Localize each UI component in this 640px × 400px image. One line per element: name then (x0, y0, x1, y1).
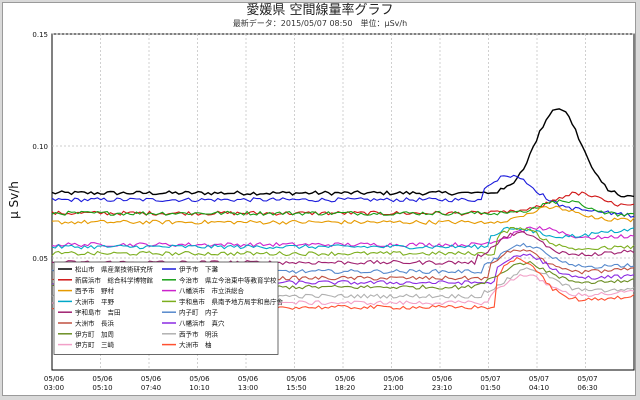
x-tick-label-time: 21:00 (383, 384, 403, 392)
x-tick-label-time: 01:50 (480, 384, 500, 392)
x-tick-label-date: 05/06 (383, 375, 404, 383)
series-line (51, 226, 635, 250)
x-tick-label-time: 07:40 (141, 384, 161, 392)
x-tick-label-date: 05/06 (286, 375, 307, 383)
x-tick-label-date: 05/06 (238, 375, 259, 383)
x-tick-label-date: 05/07 (480, 375, 500, 383)
series-line (51, 108, 635, 198)
legend-entry: 伊方町 加周 (75, 329, 114, 338)
series-line (51, 191, 635, 216)
legend-entry: 大洲市 平野 (75, 297, 115, 306)
legend-entry: 西予市 明浜 (179, 329, 219, 338)
x-tick-label-date: 05/06 (92, 375, 113, 383)
legend-entry: 伊方町 三崎 (75, 340, 115, 349)
legend-box (53, 261, 279, 355)
x-tick-label-time: 23:10 (432, 384, 452, 392)
axis-layer: 05/0603:0005/0605:1005/0607:4005/0610:10… (32, 31, 597, 392)
x-tick-label-date: 05/06 (335, 375, 356, 383)
x-tick-label-date: 05/06 (432, 375, 453, 383)
legend-entry: 伊予市 下灘 (179, 265, 219, 274)
x-tick-label-time: 05:10 (92, 384, 112, 392)
x-tick-label-date: 05/06 (189, 375, 210, 383)
series-line (51, 199, 635, 217)
chart-title: 愛媛県 空間線量率グラフ (246, 2, 393, 18)
x-tick-label-date: 05/06 (44, 375, 65, 383)
legend-entry: 大洲市 柚 (179, 340, 212, 349)
legend-entry: 内子町 内子 (179, 308, 219, 317)
x-tick-label-time: 18:20 (335, 384, 355, 392)
series-line (51, 174, 635, 218)
legend-entry: 今治市 県立今治東中等教育学校 (179, 275, 277, 284)
series-line (51, 205, 635, 225)
x-tick-label-date: 05/06 (141, 375, 162, 383)
x-tick-label-time: 15:50 (286, 384, 306, 392)
y-axis-label: μ Sv/h (7, 181, 21, 219)
legend-entry: 新居浜市 総合科学博物館 (75, 275, 154, 284)
x-tick-label-time: 10:10 (189, 384, 209, 392)
legend-entry: 宇和島市 吉田 (75, 308, 121, 317)
series-line (51, 226, 635, 257)
x-tick-label-time: 03:00 (44, 384, 64, 392)
chart-subtitle: 最新データ：2015/05/07 08:50 単位：μSv/h (233, 18, 407, 28)
legend-entry: 松山市 県産業技術研究所 (75, 265, 154, 274)
legend-entry: 八幡浜市 真穴 (179, 319, 225, 328)
legend-entry: 大洲市 長浜 (75, 319, 115, 328)
x-tick-label-time: 06:30 (577, 384, 597, 392)
x-tick-label-time: 04:10 (529, 384, 549, 392)
x-tick-label-date: 05/07 (529, 375, 549, 383)
x-tick-label-time: 13:00 (238, 384, 258, 392)
y-tick-label: 0.05 (32, 255, 48, 263)
legend-entry: 西予市 野村 (75, 286, 115, 295)
y-tick-label: 0.15 (32, 31, 48, 39)
legend-entry: 八幡浜市 市立浜総合 (179, 286, 245, 295)
series-line (51, 231, 635, 266)
y-tick-label: 0.10 (32, 143, 48, 151)
legend-entry: 宇和島市 県南予地方局宇和島庁舎 (179, 297, 284, 306)
series-layer (51, 108, 635, 310)
x-tick-label-date: 05/07 (577, 375, 597, 383)
